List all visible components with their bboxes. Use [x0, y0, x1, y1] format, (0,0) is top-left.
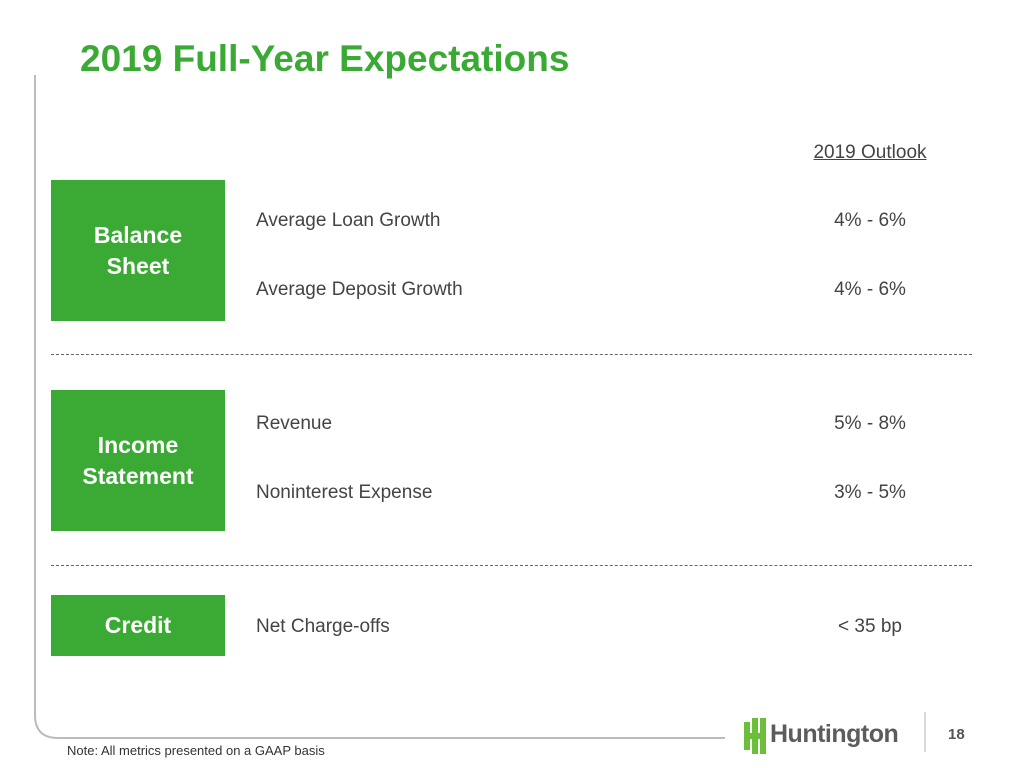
divider — [51, 565, 972, 566]
title: 2019 Full-Year Expectations — [80, 38, 570, 79]
section-label: Balance Sheet — [51, 180, 225, 321]
section-label: Credit — [51, 595, 225, 656]
metric: Average Deposit Growth — [256, 279, 463, 300]
page-number: 18 — [948, 726, 965, 743]
metric: Net Charge-offs — [256, 616, 390, 637]
outlook: 4% - 6% — [834, 279, 906, 300]
footnote: Note: All metrics presented on a GAAP ba… — [67, 743, 325, 758]
outlook-heading: 2019 Outlook — [813, 142, 927, 163]
metric: Revenue — [256, 413, 333, 434]
divider — [51, 354, 972, 355]
outlook: 3% - 5% — [834, 482, 906, 503]
metric: Noninterest Expense — [256, 482, 433, 503]
outlook: < 35 bp — [838, 616, 902, 637]
outlook: 5% - 8% — [834, 413, 906, 434]
section-label: Income Statement — [51, 390, 225, 531]
logo: Huntington — [770, 720, 899, 748]
outlook: 4% - 6% — [834, 210, 906, 231]
metric: Average Loan Growth — [256, 210, 441, 231]
